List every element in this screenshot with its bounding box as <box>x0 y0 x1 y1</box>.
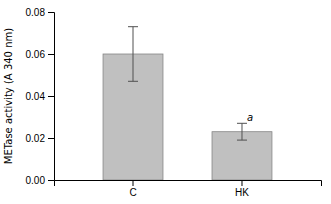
y-axis-line <box>48 13 55 181</box>
y-tick: 0.02 <box>26 133 54 144</box>
y-tick-label: 0.08 <box>26 7 46 18</box>
x-tick-label: HK <box>235 187 249 198</box>
y-tick: 0.08 <box>26 7 54 18</box>
y-axis: 0.00 0.02 0.04 0.06 0.08 <box>26 7 55 186</box>
y-tick-label: 0.06 <box>26 49 46 60</box>
y-tick-label: 0.00 <box>26 175 46 186</box>
error-bar <box>128 27 138 82</box>
chart: 0.00 0.02 0.04 0.06 0.08 C HK METase activity (… <box>0 0 331 204</box>
plot: 0.00 0.02 0.04 0.06 0.08 C HK METase activity (… <box>3 7 322 198</box>
y-axis-title: METase activity (A 340 nm) <box>3 28 14 164</box>
x-axis-line <box>55 181 322 187</box>
y-tick-mark <box>48 138 54 139</box>
x-tick-mark <box>133 180 134 186</box>
marks <box>103 27 272 180</box>
x-tick: HK <box>235 180 249 198</box>
x-tick-label: C <box>129 187 136 198</box>
y-tick: 0.04 <box>26 91 54 102</box>
x-tick: C <box>129 180 136 198</box>
y-tick-label: 0.04 <box>26 91 46 102</box>
y-tick-label: 0.02 <box>26 133 46 144</box>
y-tick-mark <box>48 96 54 97</box>
y-tick: 0.00 <box>26 175 54 186</box>
error-bar <box>237 123 247 140</box>
y-tick-mark <box>48 54 54 55</box>
x-tick-mark <box>241 180 242 186</box>
annotation: a <box>247 112 253 123</box>
y-tick-mark <box>48 180 54 181</box>
y-tick: 0.06 <box>26 49 54 60</box>
y-tick-mark <box>48 12 54 13</box>
x-axis: C HK <box>55 180 322 198</box>
